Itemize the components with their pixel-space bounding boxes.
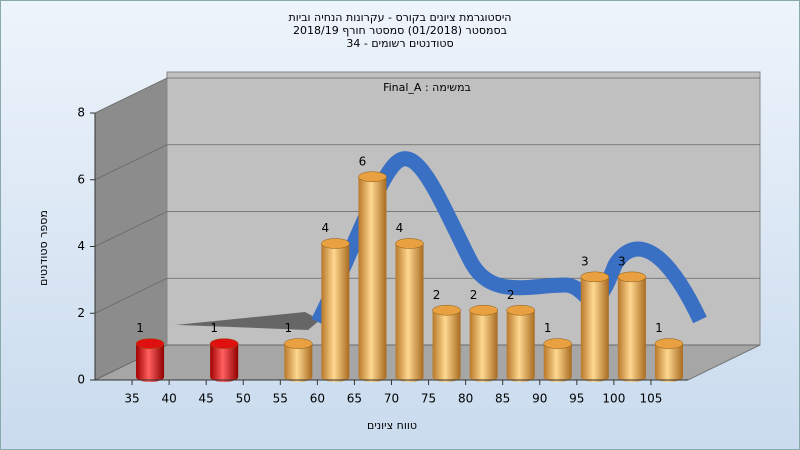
y-tick-label: 6 [77,172,85,186]
x-tick-label: 90 [532,392,547,406]
value-label: 2 [470,288,478,302]
bar [395,243,424,377]
grid-line [94,211,760,247]
bar [321,243,350,377]
x-tick-label: 85 [495,392,510,406]
reference-ribbon [175,312,320,330]
bar-top [135,338,165,349]
back-wall [166,71,761,346]
distribution-curve [311,151,707,326]
bar [136,343,165,377]
value-label: 2 [433,288,441,302]
bar-top [209,338,239,349]
x-tick-label: 105 [639,392,662,406]
x-tick-label: 55 [273,392,288,406]
y-tick-label: 4 [77,239,85,253]
title-line: היסטוגרמת ציונים בקורס - עקרונות הנחיה ו… [289,11,512,24]
x-tick-label: 60 [310,392,325,406]
bar-top [432,305,461,316]
value-label: 1 [655,321,663,335]
bar-top [395,238,424,249]
value-label: 1 [544,321,552,335]
y-axis-label: מספר סטודנטים [37,210,50,286]
value-label: 1 [284,321,292,335]
x-tick-label: 45 [199,392,214,406]
value-label: 3 [618,254,626,268]
x-axis-label: טווח ציונים [367,419,417,432]
x-tick-label: 75 [421,392,436,406]
bar-top [654,338,684,349]
bar [543,343,572,377]
bar-top [358,171,387,182]
y-tick-label: 2 [77,306,85,320]
x-tick-label: 100 [602,392,625,406]
subtitle: Final_A : במשימה [383,81,471,94]
x-tick-label: 95 [569,392,584,406]
bar [506,310,535,377]
title-line: בסמסטר (01/2018) סמסטר חורף 2018/19 [293,24,507,37]
bar-top [506,305,535,316]
y-tick-label: 8 [77,106,85,120]
title-line: סטודנטים רשומים - 34 [346,37,453,50]
bar-top [321,238,350,249]
x-tick-label: 80 [458,392,473,406]
x-tick-label: 50 [236,392,251,406]
bar-top [617,271,647,283]
grid-line [94,144,760,181]
value-label: 2 [507,288,515,302]
x-tick-label: 70 [384,392,399,406]
y-tick-label: 0 [77,373,85,387]
bar [654,343,683,377]
value-label: 4 [396,221,404,235]
bar-top [580,271,610,283]
bar-top [543,338,572,349]
value-label: 1 [136,321,144,335]
bar-top [284,338,313,349]
x-tick-label: 35 [124,392,139,406]
bar [432,310,461,377]
bar [210,343,239,377]
bar [358,176,387,377]
x-tick-label: 65 [347,392,362,406]
value-label: 3 [581,254,589,268]
bar [617,276,646,377]
bar [284,343,313,377]
bar-top [469,305,498,316]
grid-line [94,77,760,114]
value-label: 4 [322,221,330,235]
x-tick-label: 40 [161,392,176,406]
bar [469,310,498,377]
value-label: 1 [210,321,218,335]
value-label: 6 [359,154,367,168]
bar [580,276,609,377]
